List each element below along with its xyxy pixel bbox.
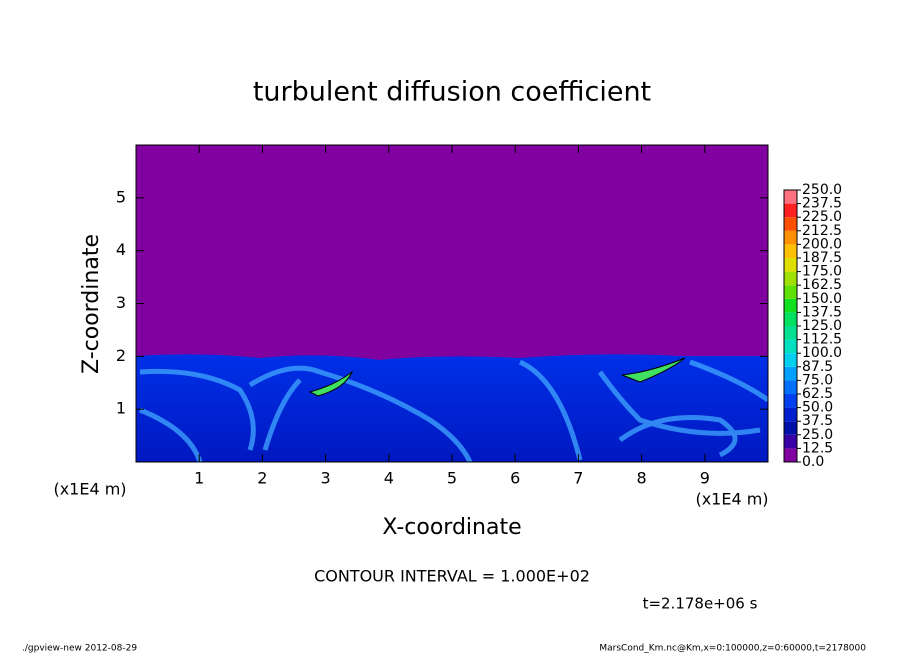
field-layer xyxy=(136,354,768,462)
x-tick-label: 7 xyxy=(573,469,583,488)
y-unit-label: (x1E4 m) xyxy=(53,480,126,499)
colorbar-cell xyxy=(784,230,797,245)
colorbar-label: 237.5 xyxy=(802,196,842,212)
x-tick-label: 1 xyxy=(194,469,204,488)
colorbar-label: 50.0 xyxy=(802,400,833,416)
footer-left: ./gpview-new 2012-08-29 xyxy=(22,644,137,654)
field-peak xyxy=(621,357,686,383)
chart-title: turbulent diffusion coefficient xyxy=(253,77,651,108)
colorbar-cell xyxy=(784,298,797,313)
colorbar-label: 250.0 xyxy=(802,182,842,198)
y-axis-label: Z-coordinate xyxy=(79,234,104,374)
colorbar-label: 150.0 xyxy=(802,291,842,307)
y-tick-label: 4 xyxy=(116,240,126,259)
colorbar-cell xyxy=(784,421,797,435)
colorbar-cell xyxy=(784,380,797,394)
colorbar-label: 100.0 xyxy=(802,345,842,361)
x-tick-label: 2 xyxy=(257,469,267,488)
colorbar-cell xyxy=(784,407,797,422)
colorbar-cell xyxy=(784,366,797,381)
y-tick-label: 2 xyxy=(116,346,126,365)
colorbar-label: 175.0 xyxy=(802,264,842,280)
colorbar-label: 62.5 xyxy=(802,386,833,402)
time-label: t=2.178e+06 s xyxy=(643,595,758,613)
colorbar-cell xyxy=(784,339,797,354)
x-axis-label: X-coordinate xyxy=(382,515,521,540)
colorbar-label: 137.5 xyxy=(802,304,842,320)
x-tick-label: 8 xyxy=(637,469,647,488)
colorbar-cell xyxy=(784,203,797,218)
contour-interval: CONTOUR INTERVAL = 1.000E+02 xyxy=(314,567,590,586)
colorbar-label: 187.5 xyxy=(802,250,842,266)
x-tick-label: 4 xyxy=(384,469,394,488)
colorbar-cell xyxy=(784,271,797,286)
colorbar-label: 75.0 xyxy=(802,372,833,388)
colorbar-label: 12.5 xyxy=(802,440,833,456)
colorbar-cell xyxy=(784,326,797,340)
x-tick-label: 3 xyxy=(321,469,331,488)
field-swirls xyxy=(139,359,768,462)
colorbar-label: 212.5 xyxy=(802,223,842,239)
colorbar-cell xyxy=(784,244,797,258)
x-tick-label: 9 xyxy=(700,469,710,488)
colorbar-label: 200.0 xyxy=(802,236,842,252)
y-tick-label: 5 xyxy=(116,187,126,206)
colorbar-label: 225.0 xyxy=(802,209,842,225)
colorbar-label: 112.5 xyxy=(802,332,842,348)
colorbar-cell xyxy=(784,434,797,449)
colorbar-cell xyxy=(784,312,797,326)
y-tick-label: 3 xyxy=(116,293,126,312)
colorbar-cell xyxy=(784,258,797,272)
colorbar-label: 162.5 xyxy=(802,277,842,293)
colorbar-cell xyxy=(784,394,797,408)
colorbar-cell xyxy=(784,217,797,231)
field-peak xyxy=(308,371,353,397)
x-tick-label: 6 xyxy=(510,469,520,488)
x-tick-label: 5 xyxy=(447,469,457,488)
colorbar-label: 25.0 xyxy=(802,427,833,443)
y-tick-label: 1 xyxy=(116,399,126,418)
colorbar-cell xyxy=(784,448,797,462)
colorbar-label: 125.0 xyxy=(802,318,842,334)
colorbar-label: 87.5 xyxy=(802,359,833,375)
colorbar-cell xyxy=(784,190,797,204)
footer-right: MarsCond_Km.nc@Km,x=0:100000,z=0:60000,t… xyxy=(599,644,866,654)
colorbar-label: 0.0 xyxy=(802,454,824,470)
colorbar-cell xyxy=(784,285,797,299)
x-unit-label: (x1E4 m) xyxy=(695,490,768,509)
colorbar-label: 37.5 xyxy=(802,413,833,429)
colorbar-cell xyxy=(784,353,797,367)
field xyxy=(136,145,768,462)
